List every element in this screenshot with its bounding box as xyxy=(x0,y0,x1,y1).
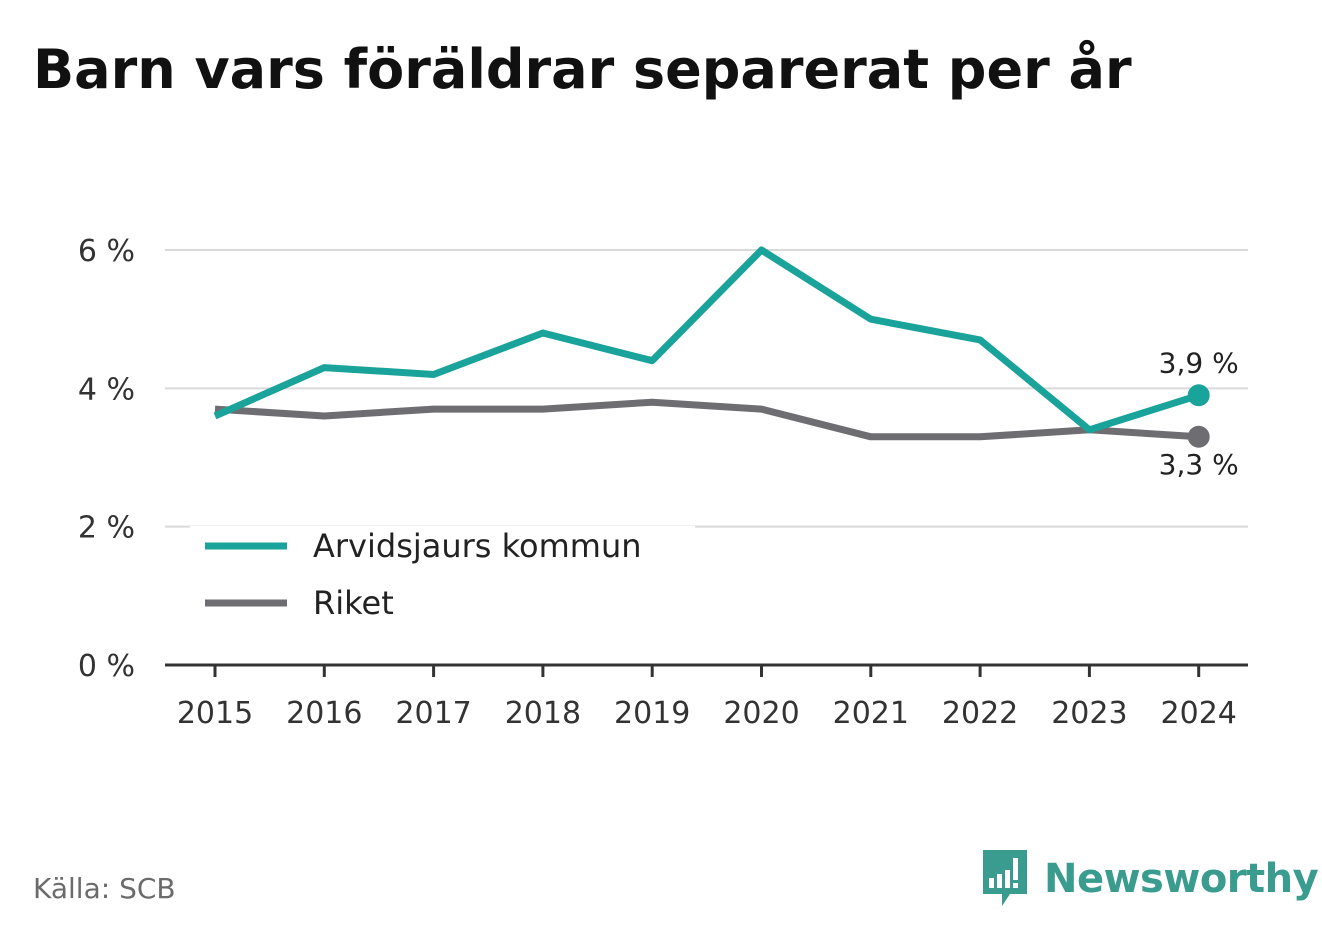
x-tick-label: 2024 xyxy=(1161,696,1237,731)
gridlines xyxy=(165,249,1248,528)
x-tick-label: 2019 xyxy=(614,696,690,731)
legend: Arvidsjaurs kommun Riket xyxy=(190,526,695,636)
series-lines xyxy=(213,246,1210,448)
end-point-marker xyxy=(1187,425,1210,448)
x-tick-label: 2020 xyxy=(723,696,799,731)
x-tick-label: 2018 xyxy=(505,696,581,731)
y-tick-label: 0 % xyxy=(78,649,135,684)
brand-name: Newsworthy xyxy=(1044,856,1319,902)
x-tick-label: 2016 xyxy=(286,696,362,731)
source-note: Källa: SCB xyxy=(33,872,176,905)
legend-label: Riket xyxy=(313,584,394,622)
brand-logo[interactable]: Newsworthy xyxy=(980,848,1319,910)
newsworthy-logo-icon xyxy=(983,850,1027,906)
x-tick-label: 2015 xyxy=(177,696,253,731)
x-tick-label: 2021 xyxy=(833,696,909,731)
y-tick-label: 6 % xyxy=(78,234,135,269)
x-tick-label: 2022 xyxy=(942,696,1018,731)
y-axis-ticks: 0 % 2 % 4 % 6 % xyxy=(78,234,135,684)
series-line-arvidsjaur xyxy=(213,246,1200,434)
x-tick-label: 2017 xyxy=(395,696,471,731)
x-tick-label: 2023 xyxy=(1051,696,1127,731)
chart-title: Barn vars föräldrar separerat per år xyxy=(33,38,1132,101)
y-tick-label: 2 % xyxy=(78,511,135,546)
end-value-label: 3,9 % xyxy=(1159,346,1239,379)
x-axis: 2015 2016 2017 2018 2019 2020 2021 2022 2023 2024 xyxy=(165,663,1248,731)
legend-label: Arvidsjaurs kommun xyxy=(313,527,642,565)
end-labels: 3,3 % 3,9 % xyxy=(1159,346,1239,481)
y-tick-label: 4 % xyxy=(78,372,135,407)
end-value-label: 3,3 % xyxy=(1159,448,1239,481)
series-line-riket xyxy=(214,398,1199,441)
end-point-marker xyxy=(1187,384,1210,407)
